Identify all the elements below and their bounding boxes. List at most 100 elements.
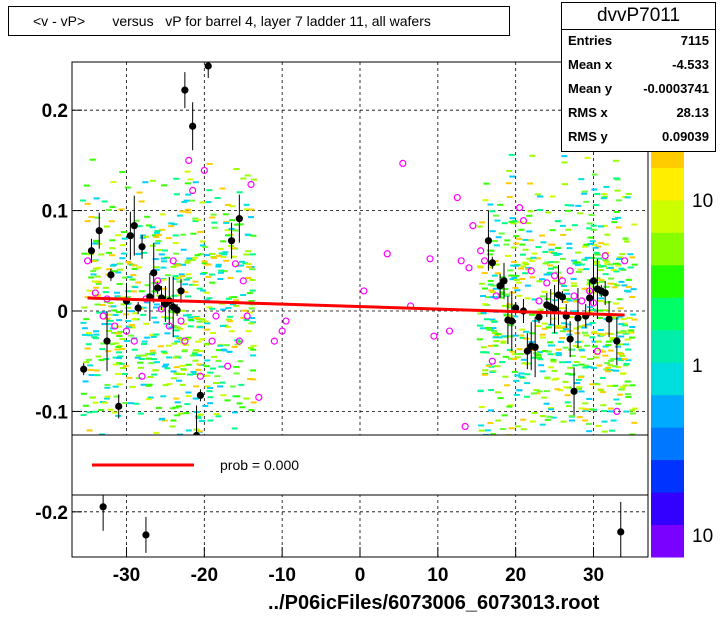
density-cell <box>248 307 255 310</box>
magenta-point <box>111 322 119 330</box>
density-cell <box>618 352 625 355</box>
density-cell <box>105 208 112 211</box>
density-cell <box>564 204 571 207</box>
density-cell <box>221 270 228 273</box>
density-cell <box>484 326 491 329</box>
color-scale-cell <box>651 232 684 266</box>
density-cell <box>604 233 611 236</box>
profile-point <box>484 237 493 245</box>
density-cell <box>148 362 155 365</box>
density-cell <box>500 428 507 431</box>
magenta-point <box>360 287 368 295</box>
density-cell <box>490 291 497 294</box>
density-cell <box>117 330 124 333</box>
magenta-point <box>255 393 263 401</box>
density-cell <box>250 344 257 347</box>
density-cell <box>591 340 598 343</box>
density-cell <box>564 361 571 364</box>
density-cell <box>487 421 494 424</box>
stats-row: Mean x -4.533 <box>568 57 709 77</box>
density-cell <box>566 247 573 250</box>
density-cell <box>160 260 167 263</box>
density-cell <box>245 250 252 253</box>
magenta-point <box>492 292 500 300</box>
density-cell <box>206 386 213 389</box>
density-cell <box>494 333 501 336</box>
density-cell <box>533 352 540 355</box>
magenta-point <box>586 287 594 295</box>
density-cell <box>93 240 100 243</box>
magenta-point <box>169 257 177 265</box>
density-cell <box>169 425 176 428</box>
density-cell <box>602 243 609 246</box>
density-cell <box>510 260 517 263</box>
density-cell <box>626 316 633 319</box>
density-cell <box>114 348 121 351</box>
density-cell <box>249 253 256 256</box>
density-cell <box>547 341 554 344</box>
density-cell <box>490 370 497 373</box>
density-cell <box>513 393 520 396</box>
density-cell <box>490 432 497 435</box>
stats-value: 0.09039 <box>662 129 709 144</box>
density-cell <box>509 278 516 281</box>
density-cell <box>190 258 197 261</box>
density-cell <box>182 283 189 286</box>
profile-point <box>189 122 197 130</box>
density-cell <box>175 277 182 280</box>
density-cell <box>131 267 138 270</box>
density-cell <box>173 372 180 375</box>
density-cell <box>604 332 611 335</box>
density-cell <box>524 297 531 300</box>
density-cell <box>611 218 618 221</box>
density-cell <box>620 318 627 321</box>
density-cell <box>598 279 605 282</box>
density-cell <box>162 384 169 387</box>
profile-point <box>531 343 539 351</box>
density-cell <box>510 246 517 249</box>
density-cell <box>548 344 555 347</box>
density-cell <box>606 384 613 387</box>
density-cell <box>513 278 520 281</box>
density-cell <box>179 364 186 367</box>
density-cell <box>631 421 638 424</box>
density-cell <box>607 369 614 372</box>
density-cell <box>204 385 211 388</box>
density-cell <box>501 414 508 417</box>
density-cell <box>588 214 595 217</box>
density-cell <box>619 386 626 389</box>
profile-point <box>235 215 243 223</box>
magenta-point <box>165 322 173 330</box>
density-cell <box>101 200 108 203</box>
density-cell <box>92 337 99 340</box>
density-cell <box>227 276 234 279</box>
color-scale-cell <box>651 329 684 363</box>
density-cell <box>612 384 619 387</box>
density-cell <box>477 266 484 269</box>
density-cell <box>94 275 101 278</box>
density-cell <box>623 343 630 346</box>
density-cell <box>476 338 483 341</box>
density-cell <box>537 358 544 361</box>
density-cell <box>595 424 602 427</box>
density-cell <box>185 336 192 339</box>
density-cell <box>100 342 107 345</box>
density-cell <box>132 312 139 315</box>
magenta-point <box>189 186 197 195</box>
density-cell <box>618 388 625 391</box>
density-cell <box>582 366 589 369</box>
density-cell <box>158 253 165 256</box>
density-cell <box>131 348 138 351</box>
density-cell <box>155 239 162 242</box>
density-cell <box>541 396 548 399</box>
density-cell <box>618 280 625 283</box>
density-cell <box>553 261 560 264</box>
density-cell <box>501 335 508 338</box>
density-cell <box>119 338 126 341</box>
stats-row: RMS x 28.13 <box>568 105 709 125</box>
density-cell <box>593 260 600 263</box>
density-cell <box>573 360 580 363</box>
density-cell <box>599 376 606 379</box>
density-cell <box>512 274 519 277</box>
density-cell <box>106 313 113 316</box>
